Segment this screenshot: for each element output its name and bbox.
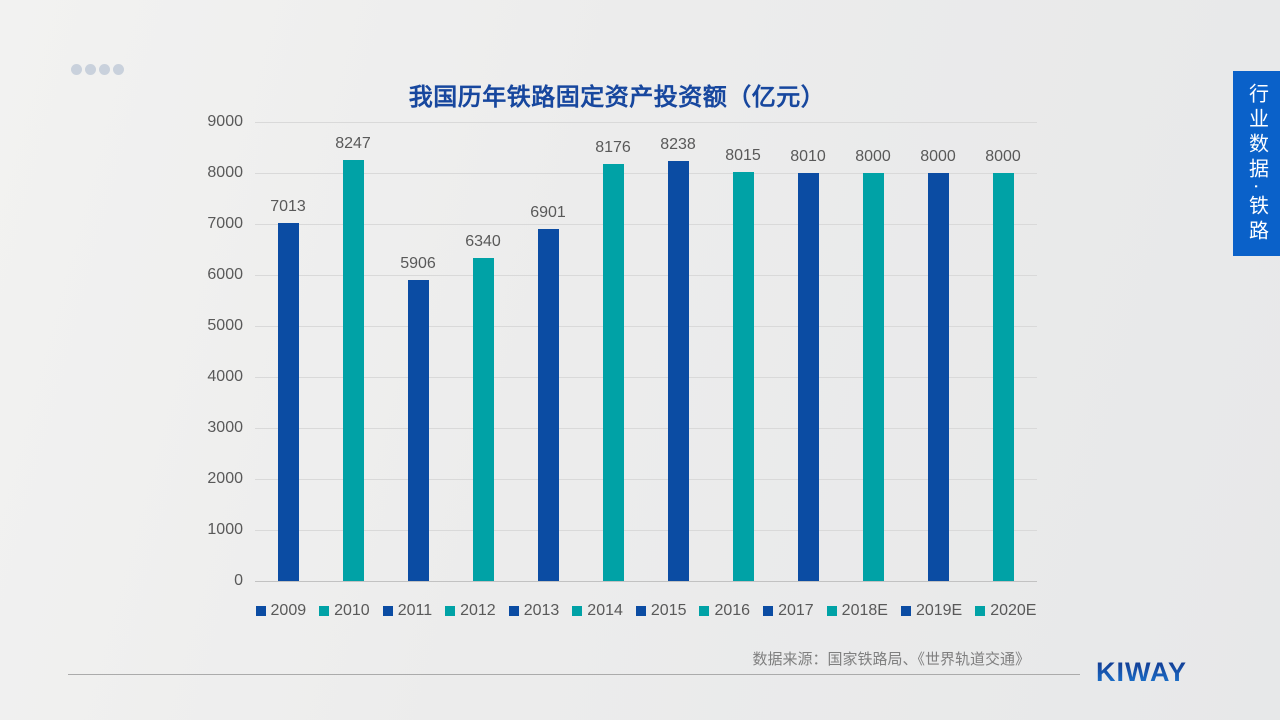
legend-item-2012: 2012 [445,602,496,620]
kiway-logo: KIWAY [1096,657,1188,687]
gridline [255,275,1037,276]
dot-icon [113,64,124,75]
legend-swatch-icon [900,606,911,616]
legend-swatch-icon [975,606,986,616]
bar-2020E [992,173,1014,581]
bar-2014 [602,164,624,581]
y-axis-tick-label: 9000 [207,113,243,130]
legend-label: 2015 [650,602,687,619]
legend-swatch-icon [763,606,774,616]
chart-legend: 2009 2010 2011 2012 2013 2014 2015 2016 2017 2018… [255,602,1037,620]
legend-label: 2016 [714,602,751,619]
legend-item-2019E: 2019E [900,602,963,620]
bar-2011 [407,279,429,581]
y-axis-tick-label: 2000 [207,470,243,487]
legend-swatch-icon [445,606,456,616]
y-axis-tick-label: 3000 [207,419,243,436]
y-axis-tick-label: 8000 [207,164,243,181]
legend-item-2010: 2010 [319,602,370,620]
legend-label: 2018E [841,602,888,619]
legend-item-2009: 2009 [255,602,307,620]
legend-swatch-icon [699,606,710,616]
legend-label: 2017 [778,602,814,619]
gridline [255,530,1037,531]
legend-item-2014: 2014 [572,602,623,620]
footer-divider [68,674,1080,675]
y-axis-tick-label: 5000 [207,317,243,334]
bar-value-label: 8015 [725,147,761,165]
legend-item-2020E: 2020E [975,602,1036,620]
gridline [255,122,1037,123]
bar-value-label: 8000 [920,148,956,165]
legend-swatch-icon [635,606,646,616]
legend-label: 2010 [334,602,370,619]
gridline [255,224,1037,225]
legend-label: 2019E [915,602,963,619]
gridline [255,377,1037,378]
dot-icon [85,64,96,75]
legend-item-2017: 2017 [763,602,814,620]
legend-item-2016: 2016 [699,602,750,620]
gridline [255,428,1037,429]
legend-swatch-icon [255,606,266,616]
side-banner-label: 行业数据·铁路 [1245,82,1268,245]
bar-value-label: 6901 [530,204,566,222]
bar-value-label: 8247 [335,135,371,153]
bar-value-label: 8000 [985,148,1021,165]
y-axis-tick-label: 6000 [207,266,243,283]
legend-swatch-icon [826,606,837,616]
bar-2018E [862,173,884,581]
y-axis-tick-label: 7000 [207,215,243,232]
y-axis-tick-label: 0 [234,572,243,589]
legend-label: 2009 [270,602,307,619]
y-axis-tick-label: 4000 [207,368,243,385]
gridline [255,326,1037,327]
legend-item-2011: 2011 [382,602,433,620]
side-banner: 行业数据·铁路 [1233,71,1280,256]
legend-swatch-icon [382,606,393,616]
bar-value-label: 8238 [660,135,696,153]
dot-icon [99,64,110,75]
bar-2012 [472,257,494,581]
legend-label: 2013 [523,602,560,619]
pagination-dots [71,64,124,75]
y-axis-tick-label: 1000 [207,521,243,538]
bar-2015 [667,160,689,581]
legend-swatch-icon [572,606,583,616]
legend-label: 2012 [460,602,496,619]
dot-icon [71,64,82,75]
gridline [255,581,1037,582]
legend-swatch-icon [508,606,519,616]
bar-2017 [797,172,819,581]
bar-value-label: 8176 [595,139,631,157]
bar-2019E [927,173,949,581]
bar-2010 [342,160,364,581]
legend-label: 2011 [397,602,433,619]
data-source-note: 数据来源：国家铁路局、《世界轨道交通》 [752,651,1030,668]
bar-2016 [732,172,754,581]
bar-value-label: 6340 [465,232,501,250]
plot-area: 0 1000 2000 3000 4000 5000 6000 7000 8000 9000 701… [207,113,1037,589]
gridline [255,173,1037,174]
legend-item-2013: 2013 [508,602,560,620]
legend-label: 2014 [587,602,623,619]
bar-value-label: 5906 [400,254,436,272]
legend-swatch-icon [319,606,330,616]
bar-value-label: 8000 [855,148,891,165]
bar-2013 [537,229,559,581]
bar-value-label: 7013 [270,198,306,216]
legend-item-2018E: 2018E [826,602,888,620]
bar-value-label: 8010 [790,147,826,165]
legend-label: 2020E [990,602,1037,619]
bar-2009 [277,223,299,581]
chart-title: 我国历年铁路固定资产投资额（亿元） [408,84,826,111]
legend-item-2015: 2015 [635,602,687,620]
gridline [255,479,1037,480]
